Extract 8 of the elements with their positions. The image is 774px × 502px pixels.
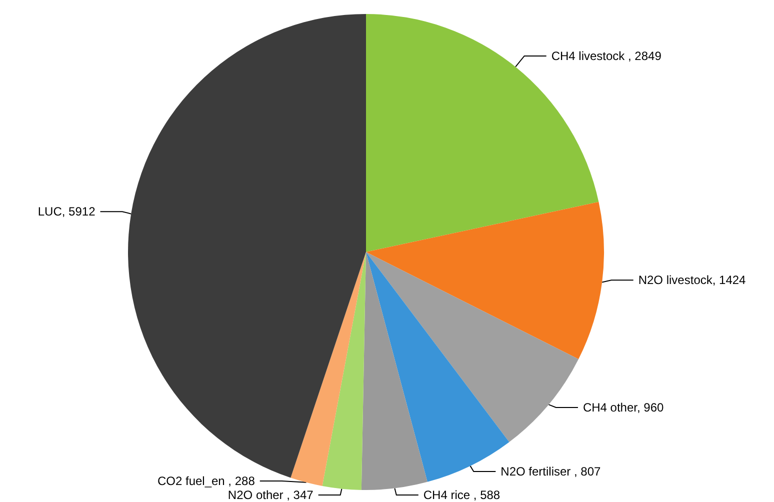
slice-label: CH4 other, 960 [582, 400, 664, 415]
slice-label: N2O livestock, 1424 [638, 273, 746, 288]
slice-label: LUC, 5912 [38, 204, 96, 219]
slice-label: N2O other , 347 [228, 488, 314, 502]
slice-label: CH4 rice , 588 [423, 488, 500, 502]
slice-label: N2O fertiliser , 807 [500, 464, 602, 479]
slice-label: CO2 fuel_en , 288 [157, 474, 256, 488]
slice-label: CH4 livestock , 2849 [551, 48, 662, 63]
